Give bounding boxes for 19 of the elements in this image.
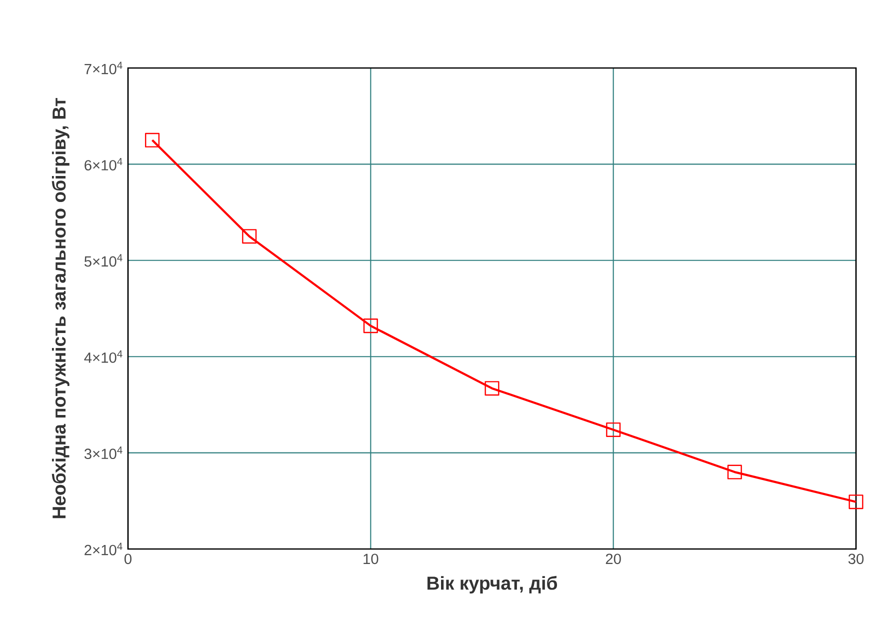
y-tick-label: 4×10$^{4}$ bbox=[84, 350, 122, 363]
y-axis-title: Необхідна потужність загального обігріву, Вт bbox=[52, 98, 70, 518]
point bbox=[848, 494, 864, 510]
y-tick-label: 7×10$^{4}$ bbox=[84, 62, 122, 74]
x-tick-label: 0 bbox=[124, 554, 132, 564]
x-axis-title: Вік курчат, діб bbox=[428, 576, 558, 594]
point bbox=[363, 318, 378, 334]
point bbox=[727, 464, 742, 480]
point bbox=[606, 422, 621, 437]
point bbox=[145, 132, 160, 148]
x-tick-label: 20 bbox=[606, 554, 621, 564]
y-tick-label: 6×10$^{4}$ bbox=[84, 158, 122, 170]
x-tick-label: 30 bbox=[848, 554, 864, 564]
point bbox=[484, 381, 500, 396]
x-tick-label: 10 bbox=[364, 554, 378, 564]
y-tick-label: 5×10$^{4}$ bbox=[84, 254, 122, 267]
y-tick-label: 2×10$^{4}$ bbox=[84, 542, 122, 556]
y-tick-label: 3×10$^{4}$ bbox=[84, 446, 122, 460]
point bbox=[242, 229, 257, 244]
